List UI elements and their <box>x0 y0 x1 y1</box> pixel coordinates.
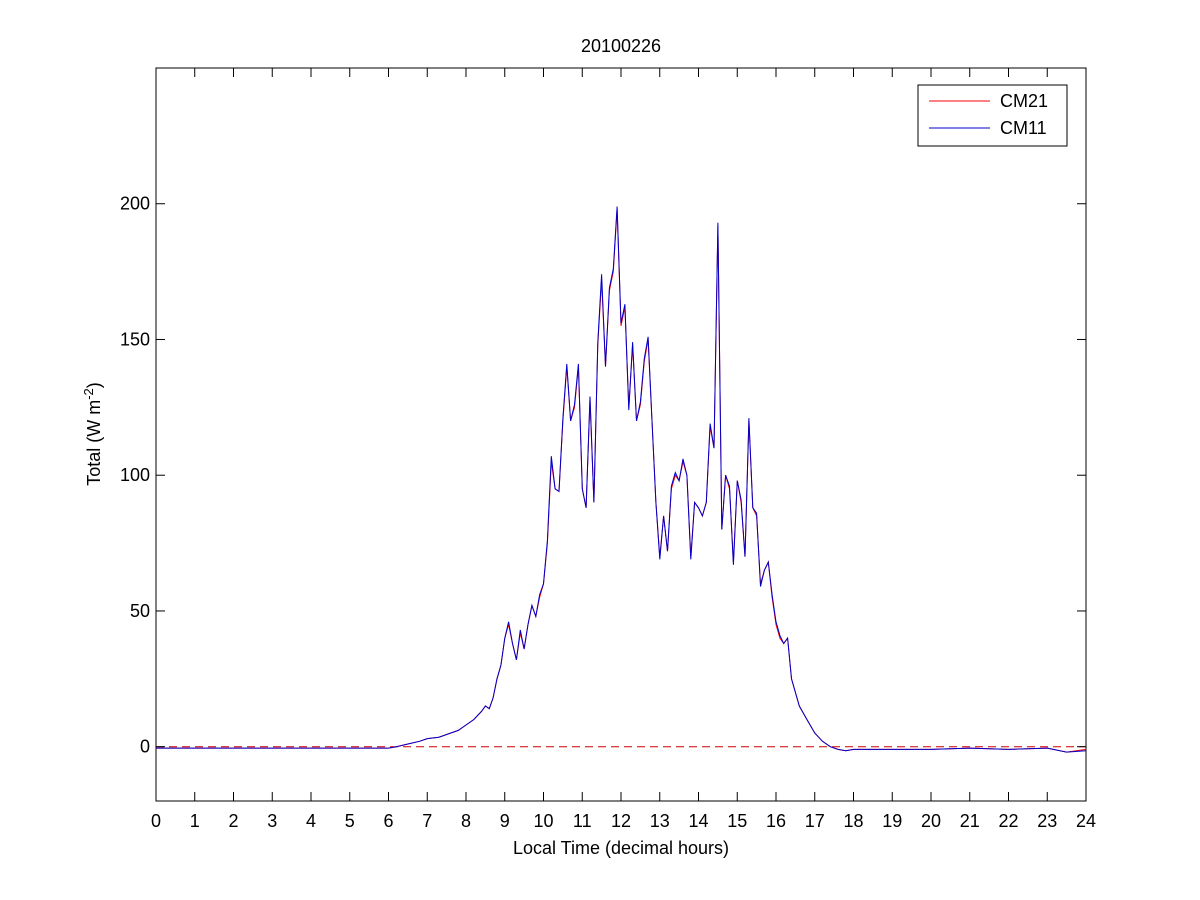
x-tick-label: 22 <box>998 811 1018 831</box>
x-tick-label: 19 <box>882 811 902 831</box>
x-tick-label: 8 <box>461 811 471 831</box>
series-layer <box>156 206 1087 753</box>
x-tick-label: 13 <box>650 811 670 831</box>
y-tick-label: 50 <box>130 601 150 621</box>
chart-title: 20100226 <box>581 36 661 56</box>
x-tick-label: 16 <box>766 811 786 831</box>
x-tick-label: 12 <box>611 811 631 831</box>
x-tick-label: 5 <box>345 811 355 831</box>
x-axis-ticks: 0 1 2 3 4 5 6 7 8 9 10 11 12 13 14 15 16 17 18 19 20 21 22 23 24 <box>151 68 1096 831</box>
legend-label-cm11: CM11 <box>1000 118 1047 138</box>
y-tick-label: 200 <box>120 194 150 214</box>
series-line-cm11 <box>156 206 1087 753</box>
y-axis-label-main: Total (W m <box>84 400 104 486</box>
y-axis-label-superscript: -2 <box>81 388 96 400</box>
y-tick-label: 100 <box>120 465 150 485</box>
legend-box <box>917 84 1068 147</box>
x-tick-label: 18 <box>843 811 863 831</box>
y-axis-ticks: 0 50 100 150 200 <box>120 194 1086 757</box>
x-tick-label: 3 <box>267 811 277 831</box>
x-tick-label: 7 <box>422 811 432 831</box>
x-tick-label: 6 <box>383 811 393 831</box>
x-tick-label: 24 <box>1076 811 1096 831</box>
y-axis-label: Total (W m-2) <box>81 382 104 486</box>
legend: CM21 CM11 <box>917 84 1068 147</box>
x-tick-label: 9 <box>500 811 510 831</box>
x-axis-label: Local Time (decimal hours) <box>513 838 729 858</box>
x-tick-label: 17 <box>805 811 825 831</box>
x-tick-label: 14 <box>688 811 708 831</box>
x-tick-label: 15 <box>727 811 747 831</box>
x-tick-label: 23 <box>1037 811 1057 831</box>
y-tick-label: 0 <box>140 737 150 757</box>
plot-area <box>155 67 1087 802</box>
x-tick-label: 21 <box>960 811 980 831</box>
x-tick-label: 10 <box>533 811 553 831</box>
x-tick-label: 2 <box>228 811 238 831</box>
x-tick-label: 20 <box>921 811 941 831</box>
y-axis-label-close: ) <box>84 382 104 388</box>
x-tick-label: 1 <box>190 811 200 831</box>
y-tick-label: 150 <box>120 329 150 349</box>
x-tick-label: 4 <box>306 811 316 831</box>
x-tick-label: 0 <box>151 811 161 831</box>
legend-label-cm21: CM21 <box>1000 91 1048 111</box>
x-tick-label: 11 <box>573 811 592 831</box>
